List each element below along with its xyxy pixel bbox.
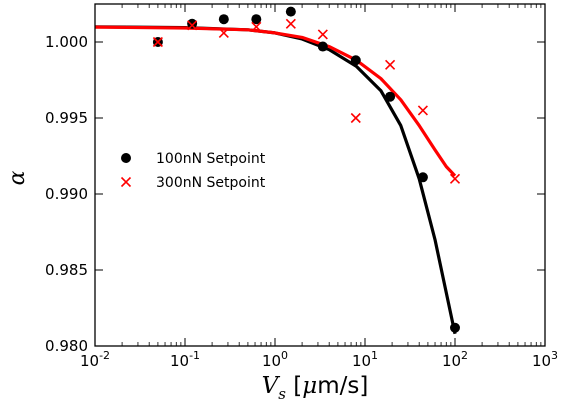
data-point (120, 176, 132, 188)
data-point (317, 29, 328, 40)
data-point (350, 55, 361, 66)
data-point (251, 14, 262, 25)
y-axis-ticks: 0.980 0.985 0.990 0.995 1.000 (45, 33, 545, 355)
data-point (385, 91, 396, 102)
x-tick-label: 102 (442, 349, 468, 370)
data-point (218, 27, 229, 38)
x-axis-mu: μ (302, 373, 317, 399)
data-point (251, 21, 262, 32)
legend-entry: 300nN Setpoint (156, 175, 266, 191)
data-point (285, 6, 296, 17)
x-axis-symbol: V (262, 373, 281, 399)
y-tick-label: 0.990 (45, 185, 88, 203)
x-axis-subscript: s (278, 385, 286, 403)
x-axis-open-bracket: [ (286, 373, 302, 399)
data-point (187, 20, 198, 31)
fit-line (95, 25, 457, 335)
data-point (350, 112, 361, 124)
x-tick-label: 10-2 (80, 349, 110, 370)
data-point (450, 322, 460, 333)
legend-entry: 100nN Setpoint (156, 151, 266, 167)
x-axis-unit: m/s (317, 373, 359, 399)
data-point (121, 153, 131, 163)
fit-line (95, 25, 457, 177)
data-point (417, 172, 428, 183)
data-point (218, 14, 229, 25)
x-tick-label: 101 (352, 349, 378, 370)
x-tick-label: 10-1 (170, 349, 200, 370)
fit-curves (95, 25, 457, 335)
data-point (187, 18, 198, 29)
data-point (417, 105, 428, 116)
y-tick-label: 0.985 (45, 261, 88, 279)
data-point (385, 59, 396, 70)
plot-frame (94, 3, 546, 347)
data-points (152, 6, 461, 333)
y-tick-label: 1.000 (45, 33, 88, 51)
data-point (285, 18, 296, 29)
data-point (152, 36, 163, 48)
x-axis-close-bracket: ] (359, 373, 368, 399)
x-tick-label: 100 (262, 349, 288, 370)
y-tick-label: 0.980 (45, 337, 88, 355)
legend: 100nN Setpoint 300nN Setpoint (120, 151, 266, 191)
y-axis-label: α (5, 170, 30, 185)
data-point (449, 173, 461, 184)
x-axis-ticks: 10-2 10-1 100 101 102 103 (80, 4, 558, 370)
x-axis-label: Vs [μm/s] (262, 373, 369, 403)
x-tick-label: 103 (532, 349, 558, 370)
y-tick-label: 0.995 (45, 109, 88, 127)
data-point (317, 41, 328, 52)
